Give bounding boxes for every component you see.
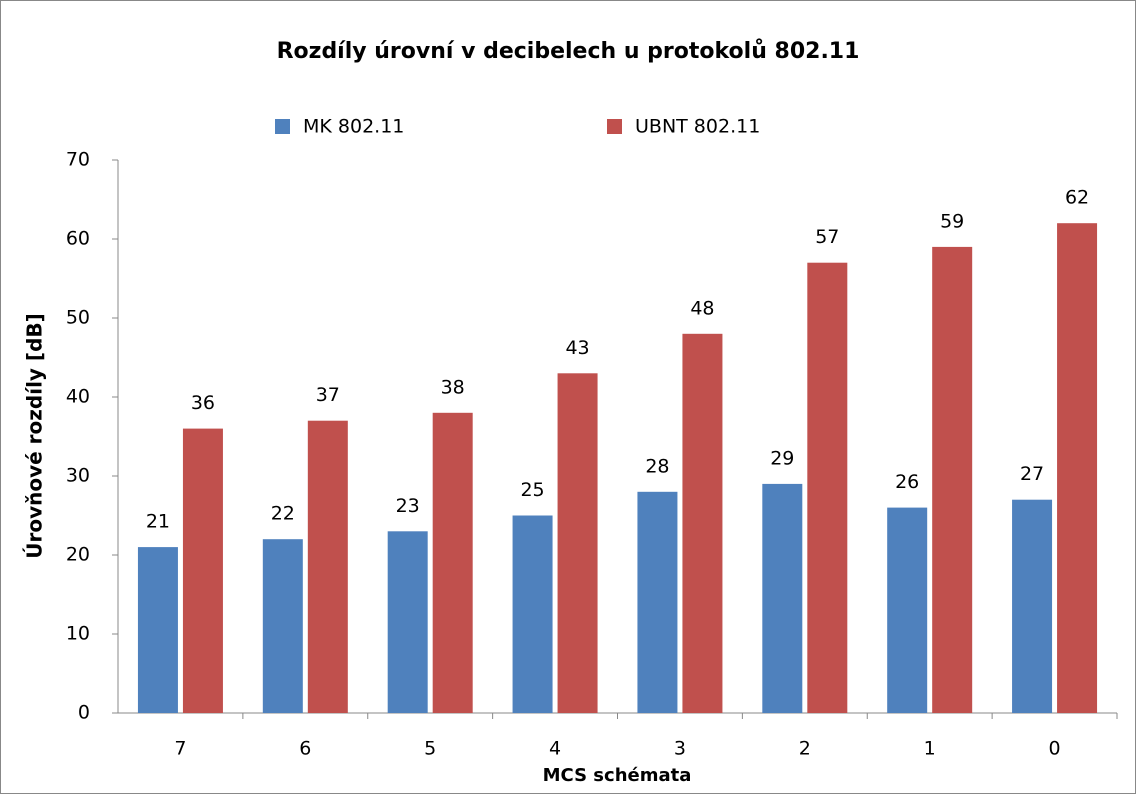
- bar: [887, 507, 928, 713]
- x-tick-label: 7: [174, 738, 186, 760]
- data-label: 59: [940, 210, 964, 232]
- bar: [682, 333, 723, 713]
- bar: [512, 515, 553, 713]
- bar: [182, 428, 223, 713]
- y-tick-label: 70: [66, 149, 90, 171]
- data-label: 21: [146, 511, 170, 533]
- data-label: 48: [690, 297, 714, 319]
- bar: [637, 491, 678, 713]
- data-label: 43: [565, 337, 589, 359]
- legend-swatch: [607, 119, 622, 134]
- y-tick-label: 50: [66, 307, 90, 329]
- x-tick-label: 1: [924, 738, 936, 760]
- y-tick-label: 30: [66, 465, 90, 487]
- x-tick-label: 3: [674, 738, 686, 760]
- bar: [1057, 223, 1098, 713]
- y-tick-label: 0: [78, 702, 90, 724]
- bar: [807, 262, 848, 713]
- y-tick-label: 10: [66, 623, 90, 645]
- data-label: 29: [770, 447, 794, 469]
- data-label: 25: [520, 479, 544, 501]
- bar: [762, 483, 803, 713]
- bar: [932, 246, 973, 713]
- x-axis-label: MCS schémata: [543, 765, 692, 786]
- bar: [557, 373, 598, 713]
- legend-label: MK 802.11: [303, 116, 404, 138]
- data-label: 26: [895, 471, 919, 493]
- x-tick-label: 4: [549, 738, 561, 760]
- y-tick-label: 40: [66, 386, 90, 408]
- bar: [1012, 499, 1053, 713]
- data-label: 62: [1065, 187, 1089, 209]
- bar: [137, 547, 178, 713]
- data-label: 38: [441, 376, 465, 398]
- data-label: 23: [396, 495, 420, 517]
- y-tick-label: 60: [66, 228, 90, 250]
- x-tick-label: 0: [1049, 738, 1061, 760]
- bar: [387, 531, 428, 713]
- data-label: 36: [191, 392, 215, 414]
- bar: [307, 420, 348, 713]
- data-label: 22: [271, 503, 295, 525]
- bar: [262, 539, 303, 713]
- y-axis-label: Úrovňové rozdíly [dB]: [23, 313, 47, 559]
- chart-title: Rozdíly úrovní v decibelech u protokolů …: [277, 39, 860, 64]
- data-label: 57: [815, 226, 839, 248]
- bar: [432, 412, 473, 713]
- data-label: 37: [316, 384, 340, 406]
- legend-label: UBNT 802.11: [635, 116, 760, 138]
- legend-swatch: [275, 119, 290, 134]
- x-tick-label: 2: [799, 738, 811, 760]
- x-tick-label: 6: [299, 738, 311, 760]
- x-tick-label: 5: [424, 738, 436, 760]
- data-label: 27: [1020, 463, 1044, 485]
- y-tick-label: 20: [66, 544, 90, 566]
- data-label: 28: [645, 455, 669, 477]
